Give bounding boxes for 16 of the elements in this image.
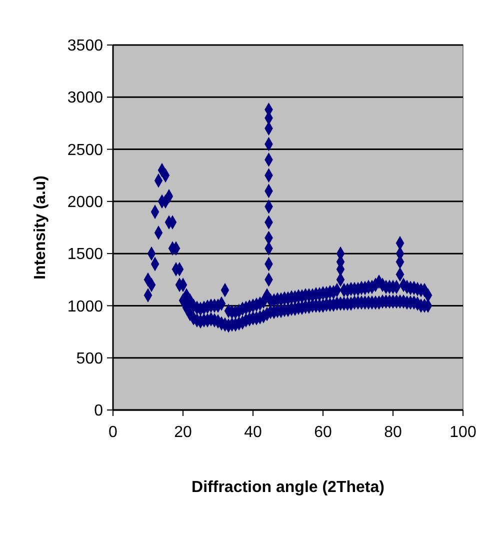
y-tick-label: 0 (94, 402, 104, 420)
y-tick-label: 2500 (67, 142, 104, 159)
x-tick-label: 60 (314, 424, 332, 441)
y-tick-label: 1000 (67, 298, 104, 316)
x-tick-label: 20 (174, 424, 192, 441)
x-tick-label: 40 (244, 424, 262, 441)
y-tick-label: 3000 (67, 90, 104, 107)
y-tick-label: 3500 (67, 38, 104, 55)
y-tick-label: 2000 (67, 194, 104, 212)
y-tick-label: 1500 (67, 246, 104, 264)
y-axis-title: Intensity (a.u) (32, 175, 49, 280)
x-tick-label: 0 (108, 424, 118, 441)
x-tick-label: 100 (450, 424, 476, 441)
x-tick-label: 80 (384, 424, 402, 441)
y-tick-label: 500 (76, 350, 104, 368)
x-axis-title: Diffraction angle (2Theta) (192, 479, 384, 496)
